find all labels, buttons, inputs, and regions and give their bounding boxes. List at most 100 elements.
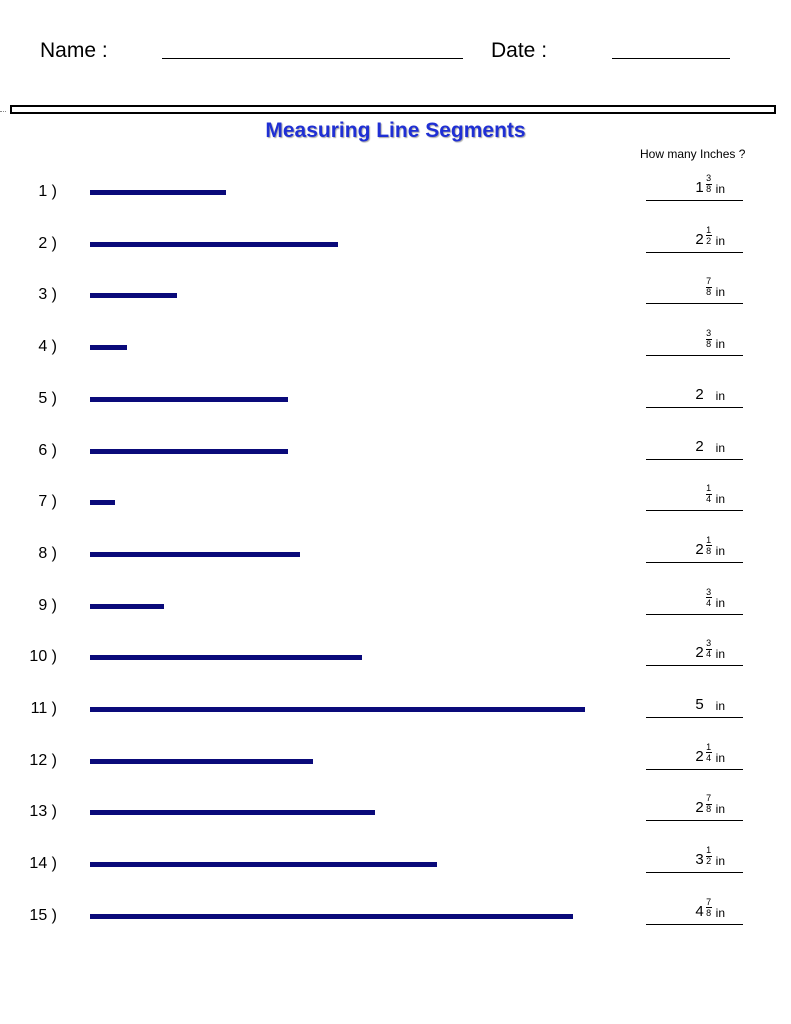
answer-field[interactable]: 3 1 2 in (646, 840, 743, 874)
name-label: Name : (40, 39, 108, 62)
worksheet-title: Measuring Line Segments (265, 119, 526, 142)
problem-row: 1 ) 1 3 8 in (0, 174, 791, 222)
fraction-numerator: 1 (706, 483, 712, 494)
fraction-bar (705, 648, 712, 650)
line-segment (90, 913, 573, 919)
answer-unit: in (715, 699, 725, 713)
problem-number: 6 ) (38, 441, 57, 459)
answer-value: 2 3 4 in (694, 638, 725, 662)
date-blank-line[interactable] (612, 58, 730, 59)
fraction-bar (705, 338, 712, 340)
margin-mark (0, 111, 6, 112)
fraction-numerator: 7 (706, 896, 712, 907)
fraction-denominator: 2 (706, 856, 712, 867)
problem-row: 8 ) 2 1 8 in (0, 535, 791, 584)
fraction-denominator: 8 (706, 184, 712, 194)
line-segment (90, 810, 375, 816)
answer-unit: in (715, 750, 725, 765)
fraction-numerator: 1 (706, 224, 712, 235)
problem-row: 12 ) 2 1 4 in (0, 742, 791, 791)
answer-field[interactable]: 2 1 2 in (646, 220, 743, 253)
fraction-bar (705, 183, 712, 185)
answer-field[interactable]: 5 in (646, 685, 743, 718)
fraction-bar (705, 907, 712, 909)
answer-field[interactable]: 4 7 8 in (646, 892, 743, 925)
line-segment (90, 862, 437, 868)
line-segment (90, 190, 226, 195)
answer-field[interactable]: 2 in (646, 375, 743, 408)
problem-number: 3 ) (38, 286, 57, 304)
answer-field[interactable]: 1 3 8 in (646, 168, 743, 201)
answer-value: 2 7 8 in (694, 793, 725, 817)
fraction-bar (705, 545, 712, 547)
line-segment (90, 345, 127, 351)
answer-whole-number: 3 (695, 851, 704, 869)
answer-field[interactable]: 2 7 8 in (646, 788, 743, 822)
problem-number: 8 ) (38, 544, 57, 562)
answer-unit: in (715, 440, 725, 455)
fraction-denominator: 4 (706, 752, 712, 763)
problem-number: 10 ) (29, 648, 57, 666)
fraction-bar (705, 493, 712, 495)
fraction-numerator: 7 (706, 276, 712, 287)
answer-unit: in (715, 388, 725, 403)
fraction-bar (705, 286, 712, 288)
answer-value: 4 7 8 in (694, 896, 725, 920)
answer-field[interactable]: 3 8 in (646, 323, 743, 357)
answer-unit: in (715, 647, 725, 662)
answer-field[interactable]: 2 in (646, 427, 743, 460)
answer-value: 3 1 2 in (694, 845, 725, 869)
answer-field[interactable]: 2 1 8 in (646, 530, 743, 563)
fraction-denominator: 4 (706, 494, 712, 505)
fraction-denominator: 2 (706, 235, 712, 246)
fraction-denominator: 4 (706, 649, 712, 660)
fraction-numerator: 3 (706, 586, 712, 597)
answer-value: 2 in (694, 386, 725, 403)
answer-unit: in (715, 285, 725, 300)
problem-row: 7 ) 1 4 in (0, 484, 791, 532)
problem-number: 2 ) (38, 234, 57, 252)
problem-number: 14 ) (29, 855, 57, 873)
line-segment (90, 241, 338, 247)
name-blank-line[interactable] (162, 58, 463, 59)
problem-row: 3 ) 7 8 in (0, 277, 791, 325)
fraction-denominator: 8 (706, 545, 712, 556)
fraction-numerator: 1 (706, 845, 712, 856)
answer-field[interactable]: 7 8 in (646, 271, 743, 305)
fraction-numerator: 1 (706, 534, 712, 545)
answer-value: 2 1 2 in (694, 224, 725, 248)
answer-whole-number: 5 (695, 696, 704, 713)
answer-field[interactable]: 1 4 in (646, 478, 743, 512)
fraction-denominator: 4 (706, 597, 712, 608)
answer-value: 5 in (694, 696, 725, 714)
line-segment (90, 448, 288, 454)
problem-number: 7 ) (38, 493, 57, 511)
date-label: Date : (491, 39, 548, 62)
problem-number: 5 ) (38, 389, 57, 407)
answer-unit: in (715, 233, 725, 248)
line-segment (90, 293, 177, 299)
answer-field[interactable]: 2 3 4 in (646, 633, 743, 667)
answer-unit: in (715, 595, 725, 610)
answer-value: 1 4 in (694, 484, 725, 506)
fraction-denominator: 8 (706, 907, 712, 918)
problem-number: 4 ) (38, 338, 57, 356)
line-segment (90, 396, 288, 402)
line-segment (90, 655, 362, 661)
answer-field[interactable]: 3 4 in (646, 582, 743, 615)
fraction-numerator: 3 (706, 638, 712, 649)
answer-value: 2 1 4 in (694, 742, 725, 765)
answer-field[interactable]: 2 1 4 in (646, 737, 743, 770)
problem-row: 2 ) 2 1 2 in (0, 225, 791, 274)
answer-unit: in (715, 543, 725, 558)
fraction-bar (705, 752, 712, 754)
problem-row: 14 ) 3 1 2 in (0, 846, 791, 894)
fraction-numerator: 7 (706, 793, 712, 804)
